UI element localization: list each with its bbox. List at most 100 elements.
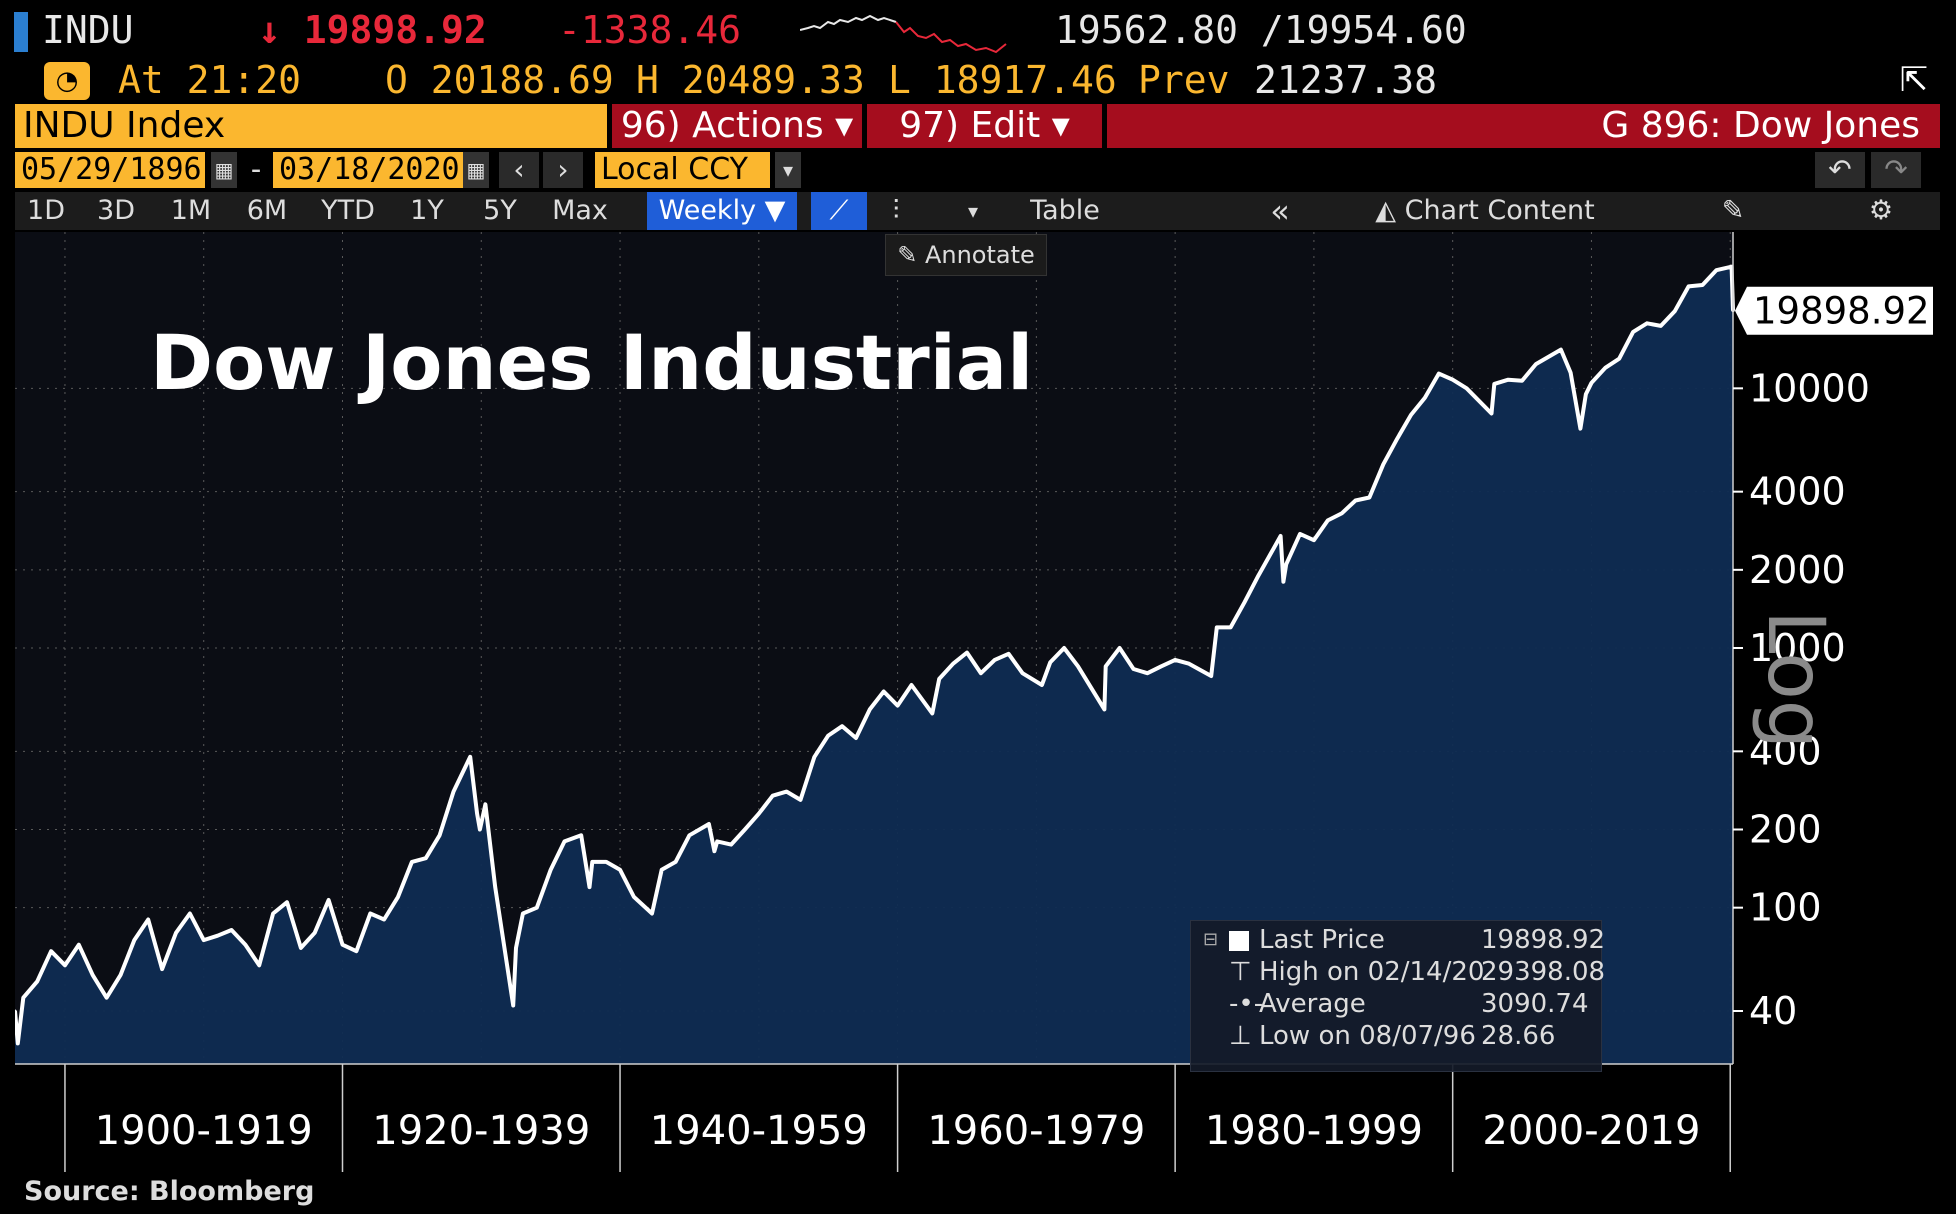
- actions-menu-button[interactable]: 96) Actions ▾: [612, 104, 862, 148]
- collapse-button[interactable]: «: [1270, 192, 1290, 230]
- data-point: [618, 868, 622, 872]
- data-point: [511, 1003, 515, 1007]
- currency-select[interactable]: Local CCY: [595, 152, 770, 188]
- data-point: [1062, 646, 1066, 650]
- data-point: [1700, 283, 1704, 287]
- log-scale-label: Log: [1750, 610, 1840, 750]
- data-point: [424, 856, 428, 860]
- data-point: [271, 911, 275, 915]
- data-point: [590, 860, 594, 864]
- high-marker-icon: ⊤: [1229, 957, 1252, 987]
- data-point: [475, 812, 479, 816]
- chevron-down-icon[interactable]: ▾: [775, 152, 801, 188]
- calendar-icon[interactable]: ▦: [211, 152, 237, 188]
- settings-icon[interactable]: ⚙: [1868, 195, 1894, 226]
- data-point: [1589, 381, 1593, 385]
- x-tick-label: 1980-1999: [1205, 1108, 1423, 1154]
- source-label: Source: Bloomberg: [24, 1176, 315, 1207]
- chevron-down-icon[interactable]: ▾: [967, 199, 979, 223]
- area-fill: [15, 266, 1733, 1064]
- average-marker-icon: -•-: [1229, 989, 1264, 1019]
- data-point: [1395, 437, 1399, 441]
- bar-chart-icon[interactable]: ⫶: [892, 195, 900, 226]
- data-point: [341, 943, 345, 947]
- last-price: ↓ 19898.92: [258, 8, 487, 52]
- price-chart: 40 100 200 400 1000 2000 4000 10000 19898.92 1900…: [15, 232, 1933, 1172]
- calendar-icon[interactable]: ▦: [463, 152, 489, 188]
- data-point: [729, 843, 733, 847]
- data-point: [1367, 495, 1371, 499]
- data-point: [188, 911, 192, 915]
- frequency-select[interactable]: Weekly ▼: [647, 192, 797, 230]
- end-date-input[interactable]: 03/18/2020: [273, 152, 473, 188]
- chart-content-button[interactable]: ◭ Chart Content: [1355, 192, 1615, 230]
- data-point: [493, 885, 497, 889]
- data-point: [826, 734, 830, 738]
- redo-icon[interactable]: ↷: [1871, 152, 1921, 188]
- quote-time: At 21:20: [118, 58, 302, 102]
- low-marker-icon: ⊥: [1229, 1021, 1252, 1051]
- chart-content-label: Chart Content: [1404, 195, 1595, 226]
- export-icon[interactable]: ⇱: [1899, 60, 1929, 100]
- data-point: [1645, 321, 1649, 325]
- prev-label: Prev: [1138, 58, 1230, 102]
- ticker-marker: [14, 12, 28, 52]
- data-point: [1617, 357, 1621, 361]
- prev-value: 21237.38: [1254, 58, 1438, 102]
- period-1d[interactable]: 1D: [27, 195, 65, 226]
- data-point: [563, 839, 567, 843]
- data-point: [1584, 392, 1588, 396]
- data-point: [1490, 411, 1494, 415]
- data-point: [854, 736, 858, 740]
- data-point: [1076, 664, 1080, 668]
- period-6m[interactable]: 6M: [246, 195, 288, 226]
- quote-row: ◔ At 21:20 O 20188.69 H 20489.33 L 18917…: [0, 56, 1956, 104]
- edit-menu-button[interactable]: 97) Edit ▾: [867, 104, 1102, 148]
- table-button[interactable]: Table: [1030, 195, 1100, 226]
- data-point: [1520, 379, 1524, 383]
- bid-ask: 19562.80 /19954.60: [1055, 8, 1467, 52]
- period-1m[interactable]: 1M: [170, 195, 212, 226]
- data-point: [1281, 580, 1285, 584]
- y-tick-label: 400: [1749, 729, 1822, 773]
- annotate-button[interactable]: ✎ Annotate: [885, 234, 1047, 276]
- data-point: [812, 755, 816, 759]
- data-point: [896, 704, 900, 708]
- period-1y[interactable]: 1Y: [410, 195, 444, 226]
- data-point: [951, 662, 955, 666]
- data-point: [771, 794, 775, 798]
- data-point: [1279, 534, 1283, 538]
- legend-collapse-icon[interactable]: ⊟: [1203, 929, 1219, 950]
- legend-label: High on 02/14/20: [1259, 957, 1485, 987]
- data-point: [1145, 671, 1149, 675]
- chevron-right-icon[interactable]: ›: [543, 152, 583, 188]
- chevron-left-icon[interactable]: ‹: [499, 152, 539, 188]
- data-point: [1256, 574, 1260, 578]
- x-tick-label: 2000-2019: [1482, 1108, 1700, 1154]
- period-5y[interactable]: 5Y: [483, 195, 517, 226]
- data-point: [882, 689, 886, 693]
- pencil-icon[interactable]: ✎: [1721, 195, 1745, 226]
- index-name-field[interactable]: INDU Index: [15, 104, 607, 148]
- data-point: [840, 724, 844, 728]
- data-point: [1104, 664, 1108, 668]
- chart-content-icon: ◭: [1375, 195, 1405, 226]
- data-point: [660, 868, 664, 872]
- start-date-input[interactable]: 05/29/1896: [15, 152, 205, 188]
- data-point: [1312, 538, 1316, 542]
- period-3d[interactable]: 3D: [97, 195, 135, 226]
- data-point: [1007, 652, 1011, 656]
- data-point: [368, 911, 372, 915]
- ticker-symbol[interactable]: INDU: [42, 8, 134, 52]
- data-point: [632, 895, 636, 899]
- data-point: [299, 946, 303, 950]
- undo-icon[interactable]: ↶: [1815, 152, 1865, 188]
- period-ytd[interactable]: YTD: [321, 195, 375, 226]
- data-point: [1465, 386, 1469, 390]
- data-point: [410, 860, 414, 864]
- line-chart-icon[interactable]: ⟋: [811, 192, 867, 230]
- period-max[interactable]: Max: [552, 195, 608, 226]
- price-line: [15, 264, 1735, 1046]
- data-point: [1102, 707, 1106, 711]
- data-point: [579, 833, 583, 837]
